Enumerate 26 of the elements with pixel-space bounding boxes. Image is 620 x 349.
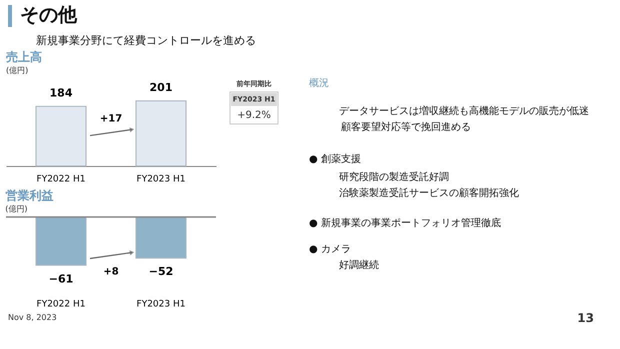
text: ● 新規事業の事業ポートフォリオ管理徹底 <box>309 217 501 229</box>
text: 13 <box>577 311 594 325</box>
x-tick-label: FY2022 H1 <box>36 300 86 310</box>
data-label: 184 <box>50 86 73 100</box>
chart-subtitle: (億円) <box>6 66 28 75</box>
text: 顧客要望対応等で挽回進める <box>341 121 471 133</box>
text: 治験薬製造受託サービスの顧客開拓強化 <box>339 187 519 199</box>
text: その他 <box>20 4 78 26</box>
text: 研究段階の製造受託好調 <box>339 171 449 183</box>
text: ● カメラ <box>309 244 351 255</box>
text: Nov 8, 2023 <box>8 313 57 322</box>
chart-subtitle: (億円) <box>5 204 28 214</box>
text: +8 <box>103 266 119 278</box>
text: ● 創薬支援 <box>309 153 361 165</box>
data-label: −61 <box>48 272 74 286</box>
data-label: −52 <box>148 265 174 278</box>
chart-title: 売上高 <box>6 50 42 64</box>
data-label: 201 <box>150 80 172 94</box>
text: データサービスは増収継続も高機能モデルの販売が低迷 <box>339 105 589 117</box>
x-tick-label: FY2022 H1 <box>36 174 86 184</box>
text: 概況 <box>309 77 329 89</box>
text: 新規事業分野にて経費コントロールを進める <box>36 34 256 47</box>
text: 好調継続 <box>339 259 379 271</box>
annotation: +17 <box>100 114 122 125</box>
text: +9.2% <box>237 110 271 121</box>
chart-title: 営業利益 <box>5 188 54 202</box>
